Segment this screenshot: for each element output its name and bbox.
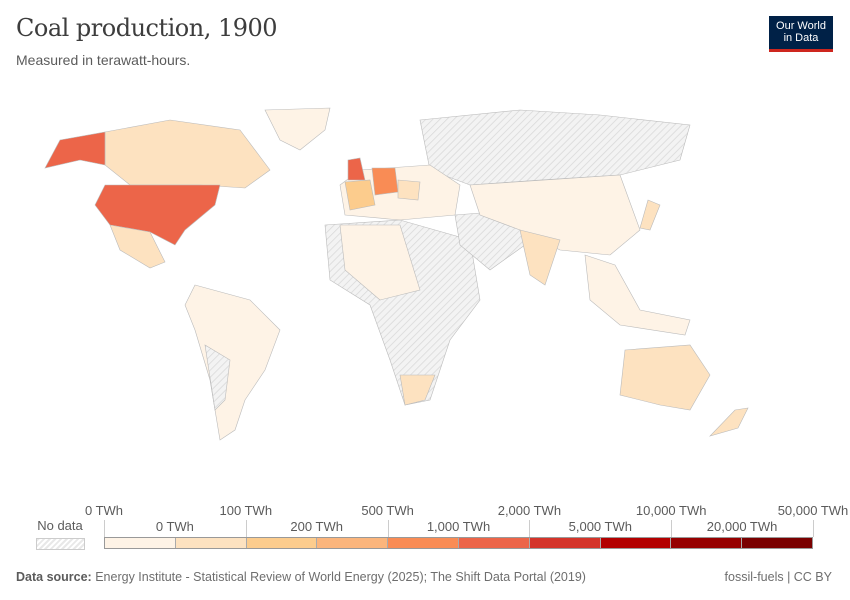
- legend-tick-bottom: 5,000 TWh: [568, 519, 632, 534]
- country-usa: [94, 184, 221, 246]
- country-mexico: [109, 224, 166, 269]
- country-new-zealand: [709, 407, 749, 437]
- legend-tick-bottom: 200 TWh: [290, 519, 343, 534]
- region-russia: [419, 109, 691, 186]
- region-south-america: [184, 284, 281, 441]
- legend-tick-bottom: 0 TWh: [155, 519, 194, 534]
- owid-logo[interactable]: Our World in Data: [769, 16, 833, 52]
- world-map[interactable]: [0, 95, 850, 495]
- legend-bin-5: [458, 538, 530, 548]
- legend-tick-bottom: 1,000 TWh: [426, 519, 491, 534]
- region-se-asia: [584, 254, 691, 336]
- legend-bin-9: [742, 538, 812, 548]
- legend-bin-4: [388, 538, 459, 548]
- no-data-label: No data: [37, 518, 83, 533]
- legend-tick-top: 500 TWh: [361, 503, 414, 518]
- chart-subtitle: Measured in terawatt-hours.: [16, 52, 191, 68]
- legend-bin-2: [246, 538, 318, 548]
- region-africa-data: [339, 224, 421, 301]
- country-uk: [347, 157, 366, 181]
- legend-tick-top: 0 TWh: [84, 503, 124, 518]
- legend-tick-top: 2,000 TWh: [497, 503, 562, 518]
- legend-tick-top: 10,000 TWh: [635, 503, 707, 518]
- country-austria-hungary: [397, 179, 421, 201]
- country-canada: [104, 119, 271, 189]
- country-japan: [639, 199, 661, 231]
- region-andes-nodata: [204, 344, 231, 411]
- no-data-swatch: [36, 538, 85, 550]
- legend-tick-top: 100 TWh: [219, 503, 273, 518]
- country-greenland: [264, 107, 331, 151]
- chart-title: Coal production, 1900: [16, 14, 278, 42]
- legend-color-bar: [104, 537, 813, 549]
- country-india: [519, 229, 561, 286]
- legend-bin-8: [671, 538, 743, 548]
- legend-bin-7: [600, 538, 672, 548]
- country-alaska: [44, 131, 106, 169]
- legend-tick-top: 50,000 TWh: [777, 503, 849, 518]
- legend-bin-3: [317, 538, 389, 548]
- data-source: Data source: Energy Institute - Statisti…: [16, 570, 586, 584]
- legend-tick-bottom: 20,000 TWh: [706, 519, 778, 534]
- region-asia: [469, 174, 641, 256]
- legend-bin-6: [529, 538, 601, 548]
- country-south-africa: [399, 374, 436, 406]
- country-australia: [619, 344, 711, 411]
- legend-bin-1: [175, 538, 247, 548]
- country-germany: [371, 167, 399, 196]
- legend-bin-0: [105, 538, 176, 548]
- country-france: [344, 179, 376, 211]
- license-text: fossil-fuels | CC BY: [724, 570, 832, 584]
